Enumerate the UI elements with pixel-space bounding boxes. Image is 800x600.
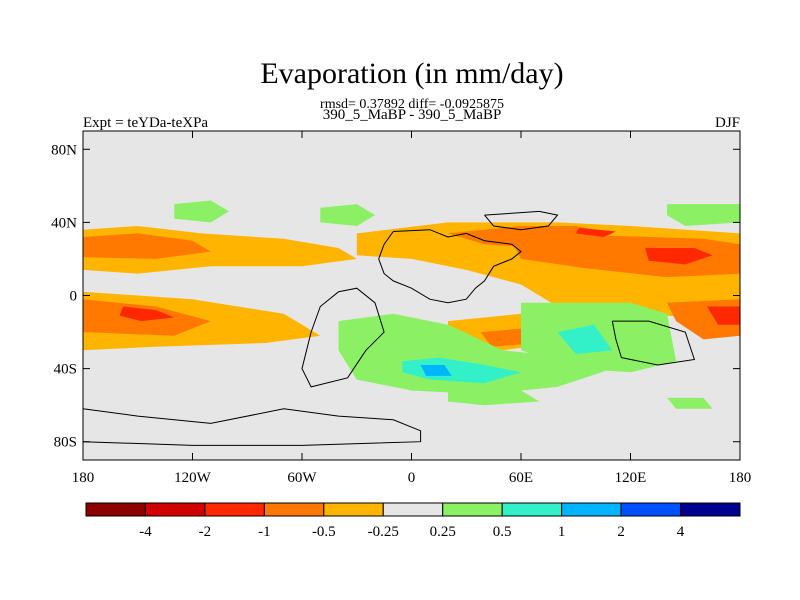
colorbar-label-6: 0.5 bbox=[493, 524, 512, 540]
contour-region-1 bbox=[83, 233, 211, 259]
colorbar-label-7: 1 bbox=[558, 524, 566, 540]
contour-region-18 bbox=[402, 357, 521, 384]
colorbar-swatch-2 bbox=[204, 502, 265, 517]
colorbar-swatch-4 bbox=[323, 502, 384, 517]
y-axis-ticks: 80N 40N 0 40S 80S bbox=[51, 142, 740, 451]
x-tick-label-0: 180 bbox=[72, 470, 95, 486]
colorbar-label-1: -2 bbox=[199, 524, 212, 540]
colorbar-swatch-5 bbox=[382, 502, 444, 517]
x-tick-label-2: 60W bbox=[287, 470, 317, 486]
y-tick-label-1: 40N bbox=[51, 215, 77, 231]
colorbar-label-5: 0.25 bbox=[430, 524, 456, 540]
chart-subtitle: 390_5_MaBP - 390_5_MaBP bbox=[323, 107, 502, 123]
colorbar: -4 -2 -1 -0.5 -0.25 0.25 0.5 1 2 4 bbox=[85, 502, 741, 540]
y-tick-label-0: 80N bbox=[51, 142, 77, 158]
coastlines bbox=[83, 210, 696, 446]
x-tick-label-1: 120W bbox=[174, 470, 212, 486]
contour-region-16 bbox=[667, 204, 740, 226]
colorbar-label-8: 2 bbox=[617, 524, 625, 540]
chart-title: Evaporation (in mm/day) bbox=[260, 57, 563, 90]
x-tick-label-5: 120E bbox=[615, 470, 647, 486]
contour-region-23 bbox=[667, 397, 713, 409]
experiment-label: Expt = teYDa-teXPa bbox=[83, 115, 208, 131]
colorbar-swatch-10 bbox=[680, 502, 741, 517]
x-axis-ticks: 180 120W 60W 0 60E 120E 180 bbox=[72, 131, 752, 486]
contour-region-11 bbox=[707, 306, 740, 325]
stats-line: rmsd= 0.37892 diff= -0.0925875 bbox=[320, 97, 504, 112]
colorbar-label-3: -0.5 bbox=[312, 524, 336, 540]
colorbar-swatch-7 bbox=[501, 502, 563, 517]
x-tick-label-3: 0 bbox=[408, 470, 416, 486]
x-tick-label-4: 60E bbox=[509, 470, 533, 486]
colorbar-swatch-6 bbox=[442, 502, 503, 517]
y-tick-label-4: 80S bbox=[54, 435, 77, 451]
colorbar-swatch-0 bbox=[85, 502, 146, 517]
contour-region-22 bbox=[448, 390, 540, 406]
season-label: DJF bbox=[715, 115, 740, 131]
contour-region-7 bbox=[511, 235, 740, 278]
coastline-2 bbox=[484, 210, 559, 231]
contour-region-21 bbox=[557, 324, 613, 354]
contour-region-9 bbox=[575, 227, 616, 237]
colorbar-swatch-1 bbox=[144, 502, 206, 517]
colorbar-label-0: -4 bbox=[139, 524, 152, 540]
contour-region-4 bbox=[119, 306, 175, 322]
coastline-1 bbox=[301, 287, 385, 388]
coastline-0 bbox=[378, 229, 522, 304]
colorbar-swatch-8 bbox=[561, 502, 622, 517]
contour-region-14 bbox=[174, 200, 229, 223]
y-tick-label-2: 0 bbox=[70, 289, 78, 305]
colorbar-swatch-9 bbox=[620, 502, 682, 517]
contour-regions bbox=[83, 200, 740, 409]
coastline-4 bbox=[83, 408, 422, 446]
colorbar-label-4: -0.25 bbox=[368, 524, 399, 540]
contour-region-15 bbox=[320, 204, 375, 226]
colorbar-swatch-3 bbox=[263, 502, 325, 517]
contour-region-17 bbox=[338, 313, 613, 395]
x-tick-label-6: 180 bbox=[729, 470, 752, 486]
y-tick-label-3: 40S bbox=[54, 362, 77, 378]
contour-region-8 bbox=[645, 248, 713, 265]
colorbar-label-9: 4 bbox=[677, 524, 685, 540]
coastline-3 bbox=[611, 320, 696, 366]
colorbar-label-2: -1 bbox=[258, 524, 271, 540]
contour-region-19 bbox=[420, 365, 452, 376]
